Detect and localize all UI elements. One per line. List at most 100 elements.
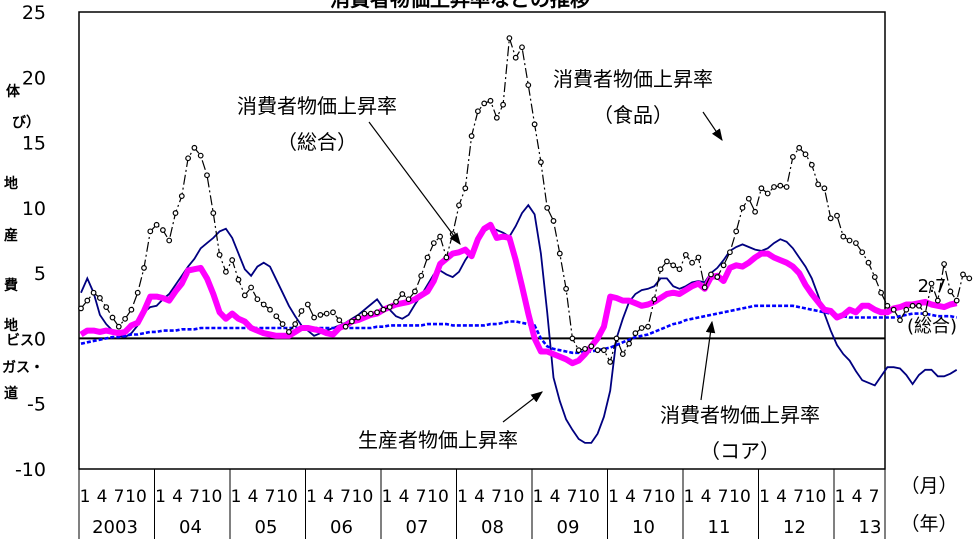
series-layer: [78, 35, 973, 444]
left-edge-fragment: 地: [4, 175, 18, 192]
annot-core: 消費者物価上昇率 （コア）: [660, 320, 820, 463]
food-point: [418, 272, 425, 279]
y-tick-label: 25: [22, 2, 46, 24]
food-point: [601, 347, 607, 354]
month-tick-label: 1: [306, 487, 317, 507]
month-tick-label: 10: [201, 487, 223, 507]
food-point: [695, 254, 702, 261]
month-tick-label: 10: [654, 487, 676, 507]
food-point: [556, 250, 563, 257]
food-point: [267, 306, 273, 313]
year-label: 05: [255, 517, 278, 538]
food-point: [701, 284, 708, 291]
food-point: [134, 289, 141, 296]
food-point: [821, 185, 828, 192]
month-tick-label: 4: [852, 487, 863, 507]
food-point: [953, 297, 960, 304]
annotation-text: 生産者物価上昇率: [358, 428, 518, 452]
food-point: [626, 340, 632, 347]
series-line-sogo: [79, 221, 958, 367]
food-point: [550, 218, 557, 224]
food-point: [216, 251, 223, 258]
month-tick-label: 1: [382, 487, 393, 507]
series-line-food: [80, 37, 970, 364]
month-tick-label: 10: [427, 487, 449, 507]
food-point: [941, 261, 947, 267]
food-point: [109, 314, 116, 321]
food-point: [279, 321, 286, 327]
food-point: [298, 308, 305, 314]
y-tick-label: 0: [34, 328, 46, 350]
food-point: [248, 284, 255, 291]
x-unit-year: （年）: [900, 513, 957, 535]
food-point: [153, 221, 160, 228]
month-tick-label: 7: [340, 487, 351, 507]
food-point: [222, 268, 229, 275]
month-tick-label: 10: [503, 487, 525, 507]
x-unit-month: （月）: [900, 475, 957, 497]
series-line-core: [80, 304, 957, 355]
y-tick-label: 10: [22, 198, 46, 220]
year-label: 2003: [92, 517, 138, 538]
annotation-text: （コア）: [700, 439, 780, 463]
month-tick-label: 4: [97, 487, 108, 507]
food-point: [204, 172, 210, 179]
food-point: [928, 280, 935, 287]
y-tick-label: -5: [27, 394, 46, 416]
food-point: [897, 317, 903, 324]
food-point: [78, 305, 84, 312]
month-tick-label: 7: [114, 487, 125, 507]
month-tick-label: 4: [172, 487, 183, 507]
food-point: [342, 323, 349, 330]
month-tick-label: 1: [835, 487, 846, 507]
food-point: [619, 351, 626, 357]
food-point: [292, 321, 299, 327]
month-tick-label: 4: [323, 487, 334, 507]
annotations: 消費者物価上昇率 （総合） 消費者物価上昇率 （食品） 生産者物価上昇率 消費者物価上昇率…: [237, 67, 820, 463]
food-point: [103, 304, 110, 310]
food-point: [475, 108, 481, 115]
food-point: [607, 359, 614, 365]
food-point: [210, 210, 217, 216]
food-point: [141, 265, 147, 271]
food-point: [733, 228, 740, 235]
food-point: [96, 295, 103, 301]
food-point: [834, 212, 840, 219]
food-point: [840, 233, 847, 240]
food-point: [582, 345, 588, 352]
month-tick-label: 7: [491, 487, 502, 507]
food-point: [594, 347, 601, 354]
food-point: [336, 317, 343, 324]
food-point: [538, 159, 544, 166]
food-point: [286, 329, 292, 335]
food-point: [443, 254, 450, 261]
food-point: [185, 155, 192, 162]
food-point: [827, 215, 834, 222]
food-point: [260, 301, 267, 308]
food-point: [916, 302, 922, 309]
food-point: [909, 302, 916, 309]
month-tick-label: 4: [248, 487, 259, 507]
annot-ppi: 生産者物価上昇率: [358, 391, 543, 452]
food-point: [519, 44, 525, 51]
food-point: [859, 249, 866, 256]
food-point: [676, 266, 683, 273]
month-tick-label: 4: [625, 487, 636, 507]
food-point: [317, 312, 324, 318]
month-tick-label: 4: [776, 487, 787, 507]
food-point: [172, 210, 179, 216]
food-point: [355, 314, 362, 321]
year-label: 04: [179, 517, 202, 538]
food-point: [657, 266, 664, 273]
year-label: 07: [406, 517, 429, 538]
month-tick-label: 4: [701, 487, 712, 507]
month-tick-label: 1: [457, 487, 468, 507]
month-tick-label: 10: [352, 487, 374, 507]
annotation-text: 消費者物価上昇率: [237, 94, 397, 118]
food-point: [166, 237, 173, 244]
y-tick-label: 20: [22, 67, 46, 89]
left-edge-fragment: ガス・: [2, 360, 44, 376]
